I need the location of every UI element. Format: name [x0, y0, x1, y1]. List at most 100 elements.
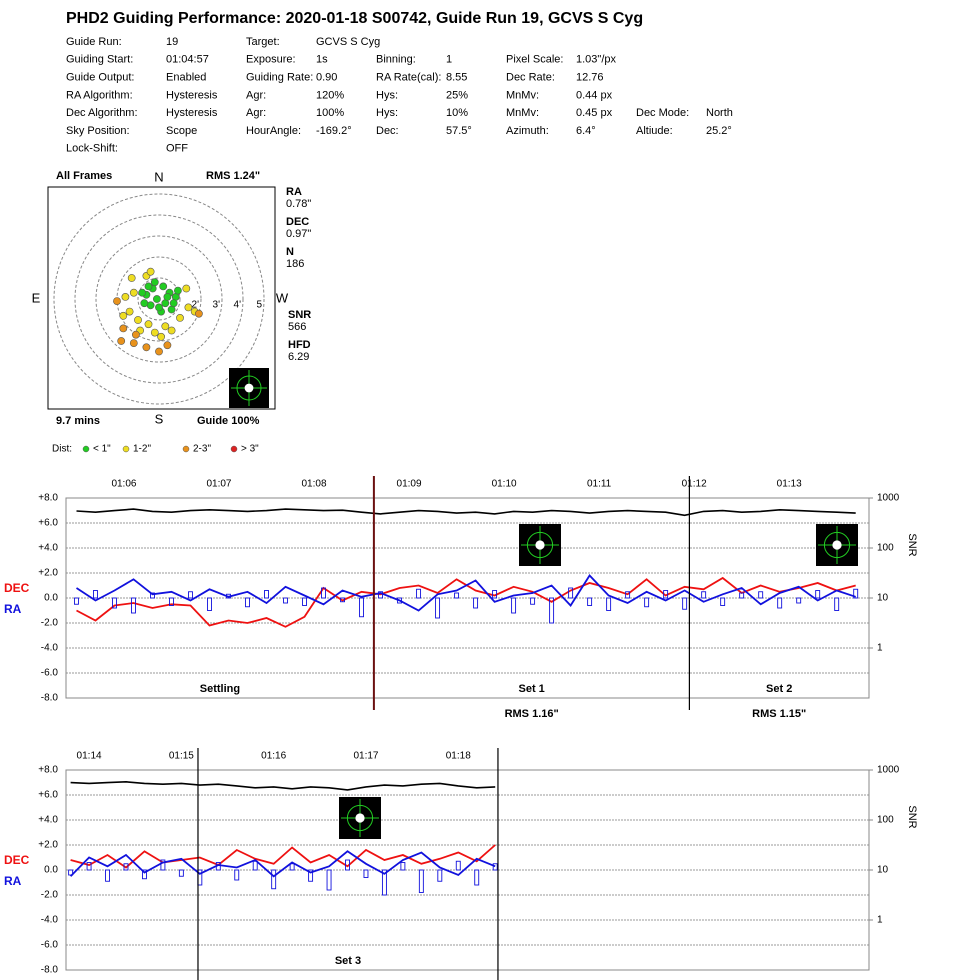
info-value: 01:04:57: [166, 54, 209, 66]
duration: 9.7 mins: [56, 415, 100, 427]
legend-label: 1-2": [133, 444, 151, 455]
correction-bar: [321, 587, 326, 599]
correction-bar: [435, 597, 441, 619]
correction-bar: [473, 597, 479, 609]
compass-e: E: [32, 290, 41, 305]
correction-bar: [474, 869, 480, 886]
stat-value: 566: [288, 321, 306, 333]
scatter-point: [129, 288, 138, 297]
series-label: DEC: [4, 581, 30, 595]
stat-label: RA: [286, 186, 302, 198]
stat-value: 186: [286, 258, 304, 270]
y-tick-label: -8.0: [41, 965, 59, 976]
scatter-point: [119, 324, 128, 333]
correction-bar: [234, 869, 240, 881]
correction-bar: [663, 590, 669, 599]
info-value: Hysteresis: [166, 89, 218, 101]
correction-bar: [123, 863, 129, 871]
info-label: Altiude:: [636, 125, 673, 137]
distance-ring: [53, 193, 265, 405]
scatter-point: [150, 328, 159, 337]
section-label: Settling: [200, 683, 240, 695]
distance-ring: [74, 214, 244, 384]
info-value: Enabled: [166, 72, 206, 84]
scatter-point: [140, 299, 149, 308]
correction-bar: [308, 869, 314, 882]
legend-title: Dist:: [52, 444, 72, 455]
y-tick-label: +4.0: [38, 543, 58, 554]
info-value: 1s: [316, 54, 328, 66]
info-label: Target:: [246, 36, 280, 48]
scatter-point: [176, 313, 184, 322]
star-image: [355, 813, 365, 823]
info-label: Guiding Start:: [66, 54, 133, 66]
scatter-point: [155, 303, 163, 312]
legend-label: > 3": [241, 444, 259, 455]
y2-tick-label: 1000: [877, 493, 900, 504]
scatter-point: [150, 278, 159, 287]
correction-bar: [815, 590, 821, 599]
ring-label: 5: [256, 300, 262, 311]
series-label: RA: [4, 874, 22, 888]
compass-n: N: [154, 169, 163, 184]
compass-s: S: [155, 411, 164, 426]
correction-bar: [777, 597, 783, 609]
scatter-point: [163, 341, 172, 350]
correction-bar: [720, 597, 726, 606]
info-label: Pixel Scale:: [506, 54, 563, 66]
info-value: 100%: [316, 107, 344, 119]
scatter-point: [152, 295, 161, 303]
guide-percent: Guide 100%: [197, 415, 260, 427]
series-label: RA: [4, 602, 22, 616]
info-label: Agr:: [246, 89, 266, 101]
correction-bar: [587, 597, 593, 606]
correction-bar: [142, 869, 147, 880]
correction-bar: [93, 590, 98, 599]
y-tick-label: 0.0: [44, 593, 58, 604]
info-label: Binning:: [376, 54, 416, 66]
scatter-point: [155, 347, 163, 356]
correction-bar: [758, 591, 764, 599]
y2-tick-label: 1: [877, 915, 883, 926]
correction-bar: [326, 869, 332, 891]
y2-tick-label: 1: [877, 643, 883, 654]
y-tick-label: -2.0: [41, 618, 59, 629]
legend-swatch: [82, 445, 90, 453]
info-value: 25.2°: [706, 125, 732, 137]
correction-bar: [245, 597, 250, 608]
stat-value: 6.29: [288, 351, 309, 363]
correction-bar: [215, 862, 221, 871]
correction-bar: [264, 590, 269, 599]
snr-line: [76, 508, 856, 517]
x-tick-label: 01:14: [77, 751, 102, 762]
correction-bar: [150, 592, 155, 599]
correction-bar: [397, 597, 403, 604]
info-value: 6.4°: [576, 125, 596, 137]
legend-swatch: [230, 445, 238, 453]
distance-ring: [95, 235, 223, 363]
info-label: Agr:: [246, 107, 266, 119]
info-label: Guide Run:: [66, 36, 122, 48]
info-value: 12.76: [576, 72, 604, 84]
correction-bar: [169, 597, 174, 606]
x-tick-label: 01:18: [446, 751, 471, 762]
correction-bar: [739, 592, 745, 599]
section-rms: RMS 1.15": [752, 708, 806, 720]
legend-label: 2-3": [193, 444, 211, 455]
x-tick-label: 01:09: [397, 479, 422, 490]
scatter-point: [134, 316, 142, 324]
stat-value: 0.97": [286, 228, 311, 240]
info-label: MnMv:: [506, 107, 539, 119]
correction-bar: [625, 591, 631, 599]
scatter-point: [117, 337, 126, 345]
x-tick-label: 01:10: [492, 479, 517, 490]
info-value: -169.2°: [316, 125, 352, 137]
guide-line: [69, 850, 496, 878]
stat-value: 0.78": [286, 198, 311, 210]
correction-bar: [68, 869, 74, 876]
stat-label: HFD: [288, 339, 311, 351]
info-label: Sky Position:: [66, 125, 130, 137]
correction-bar: [454, 592, 460, 599]
info-label: Dec Rate:: [506, 72, 555, 84]
scatter-point: [167, 326, 176, 335]
